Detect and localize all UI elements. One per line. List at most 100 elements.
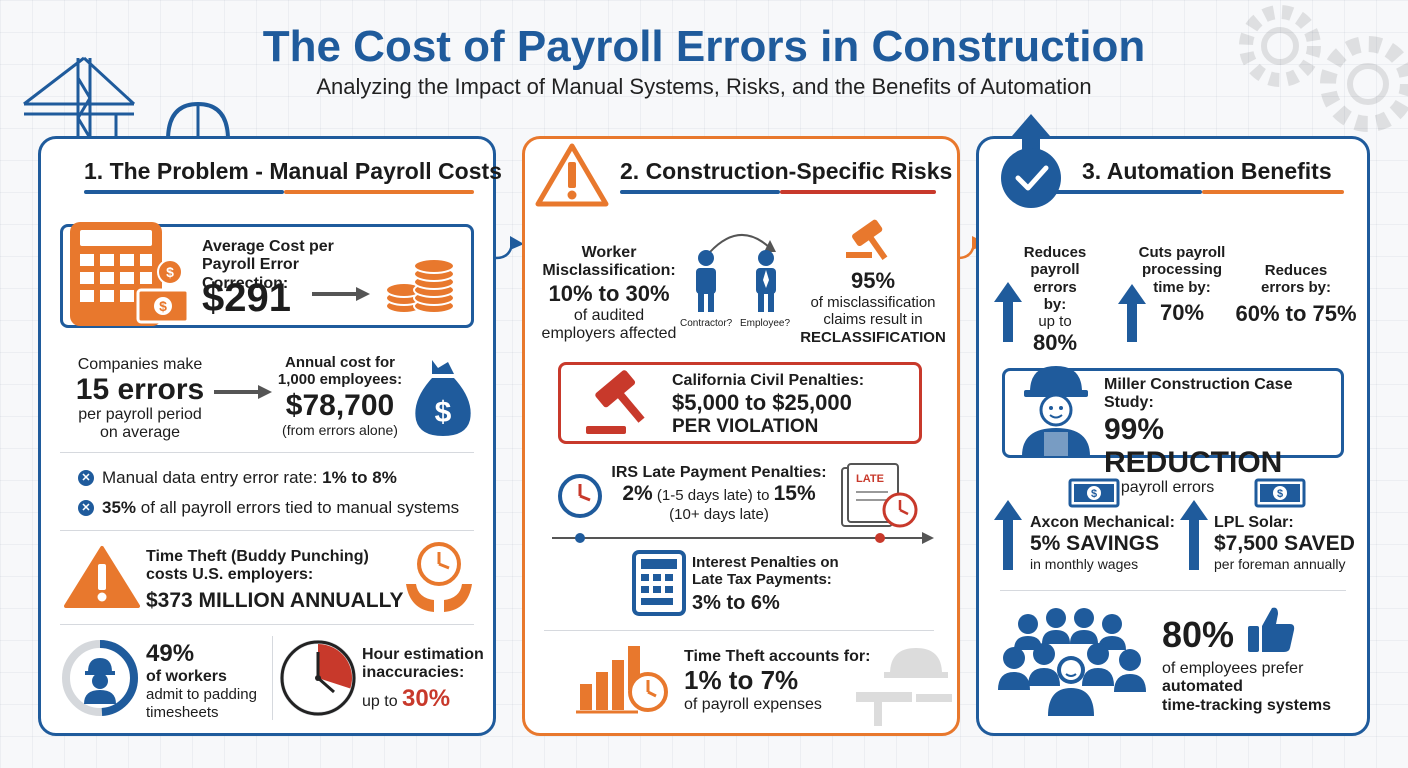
panel-problem-rule-blue [84,190,284,194]
avg-cost-value: $291 [202,276,291,320]
gears-icon [1239,5,1408,132]
irs-value-1: 2% [622,482,653,506]
b3-line-2: errors by: [1260,279,1332,297]
misclassification-block: Worker Misclassification: 10% to 30% of … [536,244,682,344]
bullet-2-text: of all payroll errors tied to manual sys… [136,498,460,517]
hour-line-3: up to 30% [362,685,492,713]
ca-suffix: PER VIOLATION [672,415,819,437]
b2-line-3: time by: [1153,278,1211,296]
avg-cost-label: Average Cost per Payroll Error Correctio… [202,238,334,292]
miller-value: 99% REDUCTION [1104,412,1283,479]
calculator-icon-2 [632,550,686,616]
employee-label: Employee? [740,318,791,329]
b1-line-2: payroll [1030,261,1080,279]
lpl-value: $7,500 SAVED [1214,532,1355,556]
recl-value: 95% [850,268,896,293]
panel-risks-rule-red [780,190,936,194]
bullet-1-value: 1% to 8% [322,468,397,487]
irs-block: IRS Late Payment Penalties: 2% (1-5 days… [606,464,832,524]
svg-text:$: $ [166,264,174,280]
irs-note: (10+ days late) [669,506,769,524]
hour-block: Hour estimation inaccuracies: up to 30% [362,646,492,713]
chart-clock-icon [576,646,668,714]
companies-line1: Companies make [77,356,203,373]
tt-value: 1% to 7% [684,665,799,696]
gavel-icon [846,219,888,260]
divider-5 [1000,590,1346,591]
companies-line3: per payroll period [78,405,202,423]
b3-value: 60% to 75% [1235,300,1357,326]
ca-label: California Civil Penalties: [672,372,865,389]
coin-stack-icon [385,258,455,314]
companies-block: Companies make 15 errors per payroll per… [60,356,220,443]
divider-4 [544,630,934,631]
x-bullet-icon: ✕ [78,470,94,486]
connector-arrow-1 [496,236,524,260]
svg-text:$: $ [159,298,167,314]
miller-note: in payroll errors [1104,478,1215,496]
lpl-block: LPL Solar: $7,500 SAVED per foreman annu… [1214,514,1364,572]
irs-mid: (1-5 days late) to [652,487,774,505]
people-swap-icon [696,233,776,312]
bullet-1-text: Manual data entry error rate: [102,468,323,487]
padding-line-3: timesheets [146,703,219,721]
int-value: 3% to 6% [692,591,780,614]
prefer-line-3: time-tracking systems [1162,696,1331,714]
crowd-icon [998,608,1146,716]
b2-line-1: Cuts payroll [1138,244,1226,261]
calculator-icon: $ $ [70,222,190,326]
thumbs-up-icon [1248,607,1295,652]
irs-value-2: 15% [773,482,816,506]
panel-risks-rule-blue [620,190,780,194]
axcon-block: Axcon Mechanical: 5% SAVINGS in monthly … [1030,514,1180,572]
arrow-up-stem-4 [1189,518,1199,570]
x-bullet-icon-2: ✕ [78,500,94,516]
svg-text:$: $ [1277,488,1283,500]
ca-value: $5,000 to $25,000 [672,390,852,416]
hour-prefix: up to [362,692,403,710]
warning-icon [64,546,140,608]
b1-line-1: Reduces [1023,244,1087,261]
padding-block: 49% of workers admit to padding timeshee… [146,640,276,721]
page-title: The Cost of Payroll Errors in Constructi… [262,22,1146,71]
clock-hands-icon [406,542,472,612]
b3-line-1: Reduces [1264,262,1328,279]
panel-risks-title: 2. Construction-Specific Risks [620,158,953,184]
axcon-note: in monthly wages [1030,556,1139,573]
axcon-label: Axcon Mechanical: [1030,514,1175,531]
svg-text:$: $ [435,396,452,429]
arrow-up-icon-4 [1180,500,1208,520]
svg-text:$: $ [1091,488,1097,500]
timeline-icon [552,532,934,544]
miller-label: Miller Construction Case Study: [1104,376,1293,412]
dollar-bill-icon-2: $ [1254,478,1306,508]
arrow-up-icon-2 [1118,284,1146,304]
worker-avatar-icon-2 [1022,366,1090,456]
b1-value: 80% [1032,330,1078,356]
panel-benefits-rule-orange [1202,190,1344,194]
mis-line-3: of audited [573,306,645,324]
int-line-1: Interest Penalties on [692,554,839,571]
b2-value: 70% [1159,299,1205,325]
check-circle-icon [1001,114,1061,208]
benefit-2: Cuts payroll processing time by: 70% [1132,244,1232,326]
hour-value: 30% [402,684,451,712]
tt-label: Time Theft accounts for: [684,648,871,665]
divider-2 [60,530,474,531]
annual-block: Annual cost for 1,000 employees: $78,700… [270,354,410,438]
int-line-2: Late Tax Payments: [692,571,832,589]
lpl-label: LPL Solar: [1214,514,1294,531]
recl-line-3: RECLASSIFICATION [800,328,946,346]
padding-line-1: of workers [146,668,227,685]
arrow-right-icon-2 [214,385,272,399]
contractor-label: Contractor? [680,318,733,329]
bullet-2-value: 35% [102,498,137,517]
mis-value: 10% to 30% [548,280,670,306]
irs-line: 2% (1-5 days late) to 15% [606,482,832,506]
mis-line-4: employers affected [541,325,677,343]
padding-value: 49% [146,640,195,667]
arrow-right-icon [312,287,370,301]
worker-avatar-icon [62,640,138,716]
calendar-late-icon: LATE [841,463,918,528]
companies-value: 15 errors [75,373,205,407]
